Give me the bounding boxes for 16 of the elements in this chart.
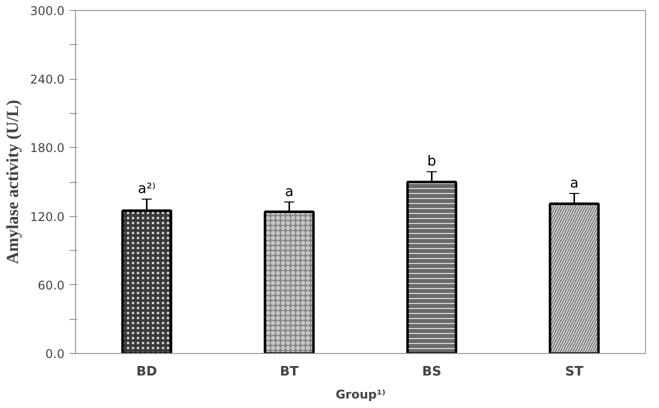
x-axis-title: Group¹⁾ bbox=[336, 388, 386, 402]
y-tick-label: 300.0 bbox=[30, 4, 65, 18]
x-tick-label: BS bbox=[422, 364, 442, 380]
annotation: a²⁾ bbox=[138, 181, 156, 198]
y-tick-label: 0.0 bbox=[45, 347, 65, 361]
y-tick-label: 60.0 bbox=[38, 278, 64, 292]
annotation: b bbox=[427, 154, 436, 170]
x-tick-label: ST bbox=[565, 364, 584, 380]
annotation: a bbox=[284, 184, 294, 200]
y-axis-title: Amylase activity (U/L) bbox=[3, 100, 22, 264]
x-tick-label: BD bbox=[136, 364, 158, 380]
y-tick-label: 180.0 bbox=[30, 141, 65, 156]
annotation: a bbox=[570, 175, 579, 192]
x-tick-label: BT bbox=[280, 364, 299, 380]
y-tick-label: 120.0 bbox=[30, 210, 65, 224]
y-tick-label: 240.0 bbox=[30, 72, 65, 87]
